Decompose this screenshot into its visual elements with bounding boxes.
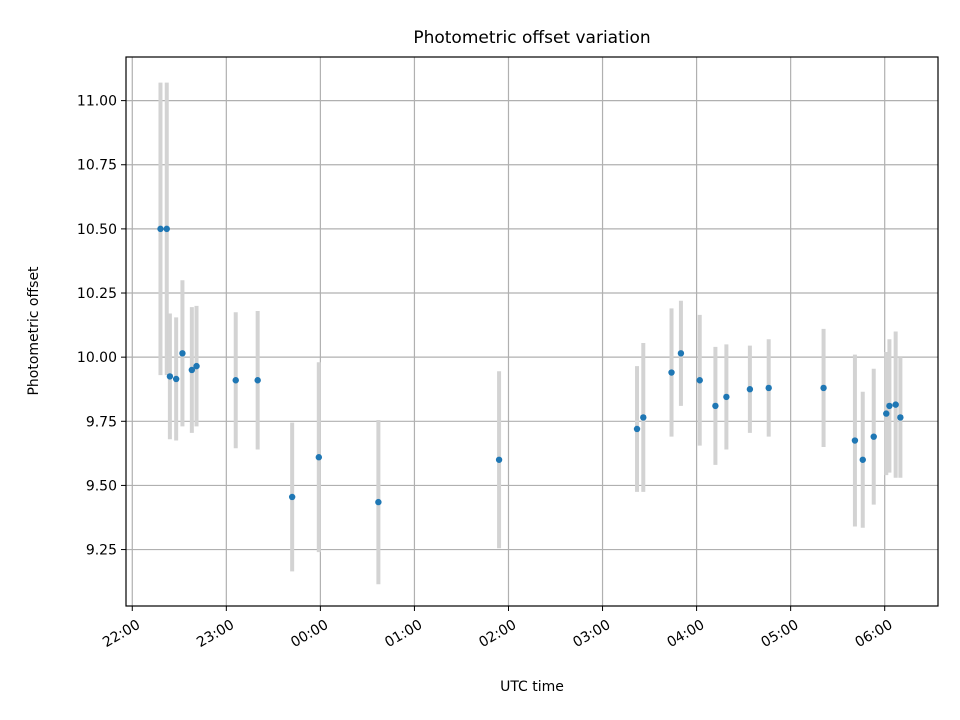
data-point	[163, 225, 170, 233]
x-tick-label: 03:00	[570, 617, 613, 651]
y-tick-label: 11.00	[77, 94, 117, 110]
data-point	[723, 393, 730, 401]
data-point	[820, 384, 827, 392]
data-point	[859, 456, 866, 463]
plot-frame	[125, 56, 939, 607]
y-tick-label: 10.50	[77, 222, 117, 238]
y-axis-ticks: 9.25 9.50 9.75 10.00 10.25 10.50 10.75 11.00	[77, 94, 126, 559]
data-point	[315, 454, 323, 461]
data-point	[851, 437, 859, 444]
data-point	[640, 414, 647, 421]
x-tick-label: 04:00	[664, 617, 707, 651]
data-point	[897, 414, 904, 421]
data-point	[696, 377, 703, 384]
errorbars	[158, 82, 903, 585]
data-point	[232, 377, 239, 384]
data-point	[765, 384, 772, 392]
data-point	[375, 498, 382, 506]
grid	[126, 57, 938, 606]
data-point	[712, 402, 719, 410]
data-point	[288, 493, 296, 501]
y-tick-label: 10.75	[77, 158, 117, 174]
data-point	[892, 401, 899, 408]
y-tick-label: 10.00	[77, 350, 117, 366]
y-tick-label: 10.25	[77, 286, 117, 302]
data-point	[166, 373, 174, 380]
data-point	[668, 369, 675, 376]
x-axis-label: UTC time	[500, 679, 564, 695]
data-point	[886, 402, 893, 410]
data-point	[633, 425, 641, 433]
data-point	[179, 350, 186, 357]
x-axis-ticks: 22:00 23:00 00:00 01:00 02:00 03:00 04:00 05:00…	[100, 606, 895, 651]
data-points	[157, 225, 904, 506]
x-tick-label: 23:00	[194, 617, 237, 651]
data-point	[172, 375, 180, 383]
x-tick-label: 02:00	[476, 617, 519, 651]
y-tick-label: 9.25	[86, 543, 117, 559]
y-tick-label: 9.50	[86, 478, 117, 494]
y-tick-label: 9.75	[86, 414, 117, 430]
data-point	[188, 366, 196, 374]
data-point	[883, 410, 890, 417]
data-point	[746, 386, 754, 393]
x-tick-label: 00:00	[288, 617, 331, 651]
data-point	[870, 433, 877, 440]
data-point	[677, 350, 685, 357]
y-axis-label: Photometric offset	[26, 266, 42, 396]
data-point	[254, 377, 261, 384]
data-point	[495, 456, 503, 463]
x-tick-label: 05:00	[758, 617, 801, 651]
data-point	[193, 362, 200, 370]
x-tick-label: 01:00	[382, 617, 425, 651]
data-point	[157, 225, 164, 233]
x-tick-label: 22:00	[100, 617, 143, 651]
x-tick-label: 06:00	[853, 617, 896, 651]
chart-title: Photometric offset variation	[413, 28, 650, 48]
